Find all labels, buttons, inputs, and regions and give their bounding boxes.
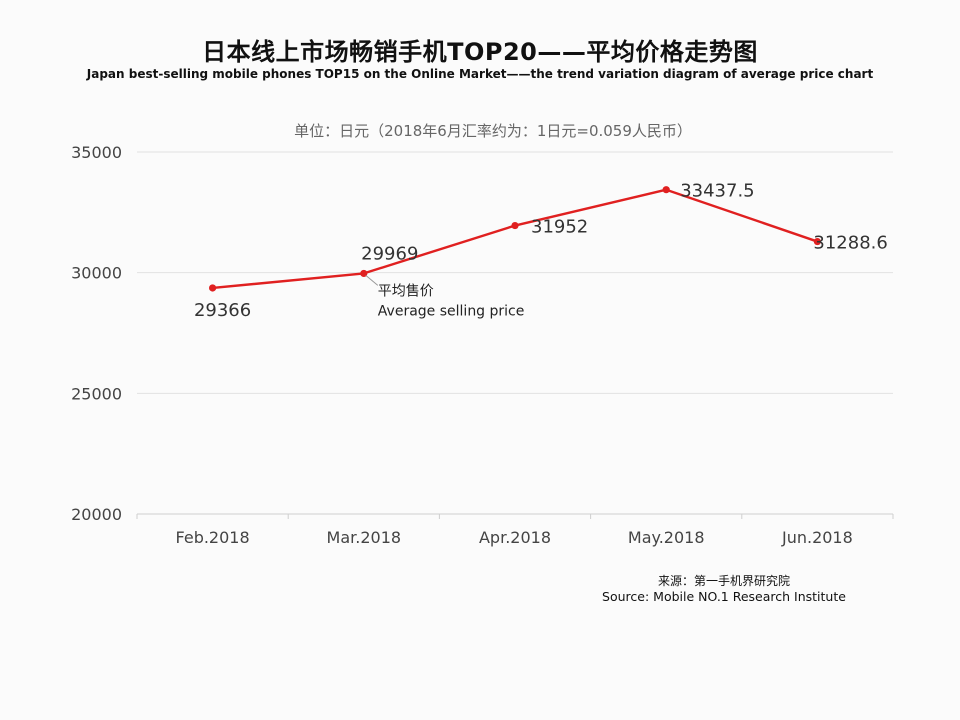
- data-label: 29366: [194, 300, 251, 321]
- data-point: [813, 237, 822, 246]
- data-label: 31952: [531, 217, 588, 238]
- data-point: [360, 269, 368, 278]
- series-name-cn: 平均售价: [378, 283, 434, 299]
- y-tick-label: 25000: [71, 384, 122, 403]
- data-label: 33437.5: [680, 181, 754, 202]
- data-point: [209, 284, 217, 292]
- data-label: 29969: [361, 243, 418, 264]
- source-en: Source: Mobile NO.1 Research Institute: [602, 589, 846, 604]
- x-tick-label: May.2018: [628, 528, 705, 547]
- series-name-en: Average selling price: [378, 303, 525, 319]
- data-point: [662, 186, 670, 194]
- unit-note: 单位：日元（2018年6月汇率约为：1日元=0.059人民币）: [294, 122, 692, 140]
- source-cn: 来源：第一手机界研究院: [657, 574, 790, 588]
- y-tick-label: 20000: [71, 505, 122, 524]
- x-tick-label: Feb.2018: [176, 528, 250, 547]
- y-tick-label: 30000: [71, 264, 122, 283]
- x-tick-label: Apr.2018: [479, 528, 551, 547]
- annotation-leader: [365, 275, 379, 286]
- x-tick-label: Mar.2018: [327, 528, 402, 547]
- series-line: [212, 188, 818, 290]
- data-point: [511, 221, 519, 230]
- data-label: 31288.6: [813, 233, 887, 254]
- chart-subtitle: Japan best-selling mobile phones TOP15 o…: [86, 67, 874, 81]
- y-tick-label: 35000: [71, 143, 122, 162]
- x-tick-label: Jun.2018: [781, 528, 853, 547]
- chart-title: 日本线上市场畅销手机TOP20——平均价格走势图: [202, 38, 758, 66]
